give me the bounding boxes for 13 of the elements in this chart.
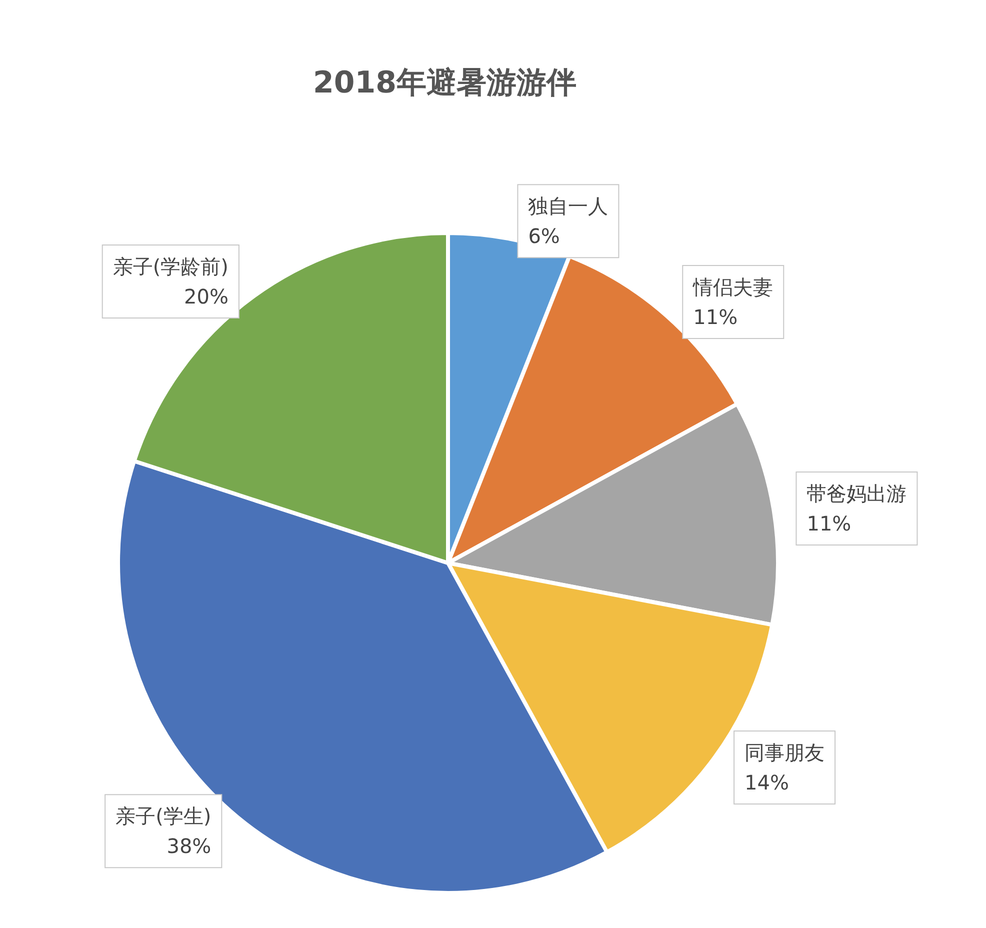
chart-title: 2018年避暑游游伴 (313, 66, 576, 100)
data-label: 38% (166, 834, 212, 858)
data-label: 6% (528, 224, 560, 248)
slice-label: 同事朋友 (744, 740, 825, 765)
data-label: 20% (184, 284, 228, 308)
data-label: 11% (693, 304, 738, 329)
slice-label: 独自一人 (528, 194, 608, 218)
data-label: 14% (744, 770, 789, 795)
data-label: 11% (806, 512, 852, 536)
slice-label: 带爸妈出游 (806, 482, 907, 506)
slice-label: 情侣夫妻 (692, 274, 774, 299)
slice-label: 亲子(学生) (116, 804, 212, 828)
slice-label: 亲子(学龄前) (112, 254, 228, 278)
